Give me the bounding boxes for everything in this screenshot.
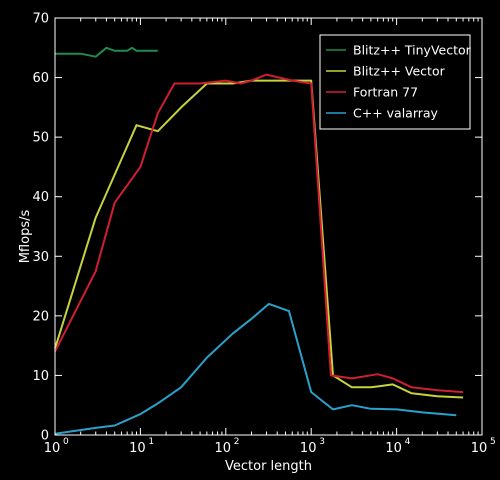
- x-tick-exponent: 0: [63, 437, 69, 447]
- x-axis-label: Vector length: [225, 459, 312, 474]
- x-tick-label: 10: [129, 441, 146, 456]
- plot-frame: [54, 17, 483, 436]
- legend-entry: Blitz++ TinyVector: [353, 43, 472, 58]
- legend-entry: Blitz++ Vector: [353, 64, 446, 79]
- y-tick-label: 50: [32, 131, 49, 146]
- y-tick-label: 60: [32, 71, 49, 86]
- x-tick-exponent: 5: [490, 437, 496, 447]
- x-tick-label: 10: [471, 441, 488, 456]
- legend-entry: Fortran 77: [353, 85, 418, 100]
- y-axis-label: Mflops/s: [18, 210, 33, 264]
- x-tick-label: 10: [44, 441, 61, 456]
- legend-entry: C++ valarray: [353, 106, 439, 121]
- legend: Blitz++ TinyVector Blitz++ Vector Fortran …: [319, 34, 472, 130]
- series-line: [54, 79, 464, 399]
- x-tick-exponent: 1: [148, 437, 154, 447]
- series-layer: [54, 46, 464, 435]
- series-line: [55, 46, 158, 58]
- y-tick-label: 20: [32, 309, 49, 324]
- x-tick-label: 10: [385, 441, 402, 456]
- y-tick-label: 70: [32, 12, 49, 27]
- x-tick-label: 10: [300, 441, 317, 456]
- y-tick-label: 0: [41, 429, 49, 444]
- x-tick-exponent: 3: [319, 437, 325, 447]
- series-line: [54, 302, 457, 435]
- y-tick-label: 10: [32, 369, 49, 384]
- x-tick-label: 10: [215, 441, 232, 456]
- x-tick-exponent: 2: [234, 437, 240, 447]
- x-tick-exponent: 4: [405, 437, 411, 447]
- y-tick-label: 40: [32, 190, 49, 205]
- series-line: [54, 73, 464, 394]
- y-tick-label: 30: [32, 250, 49, 265]
